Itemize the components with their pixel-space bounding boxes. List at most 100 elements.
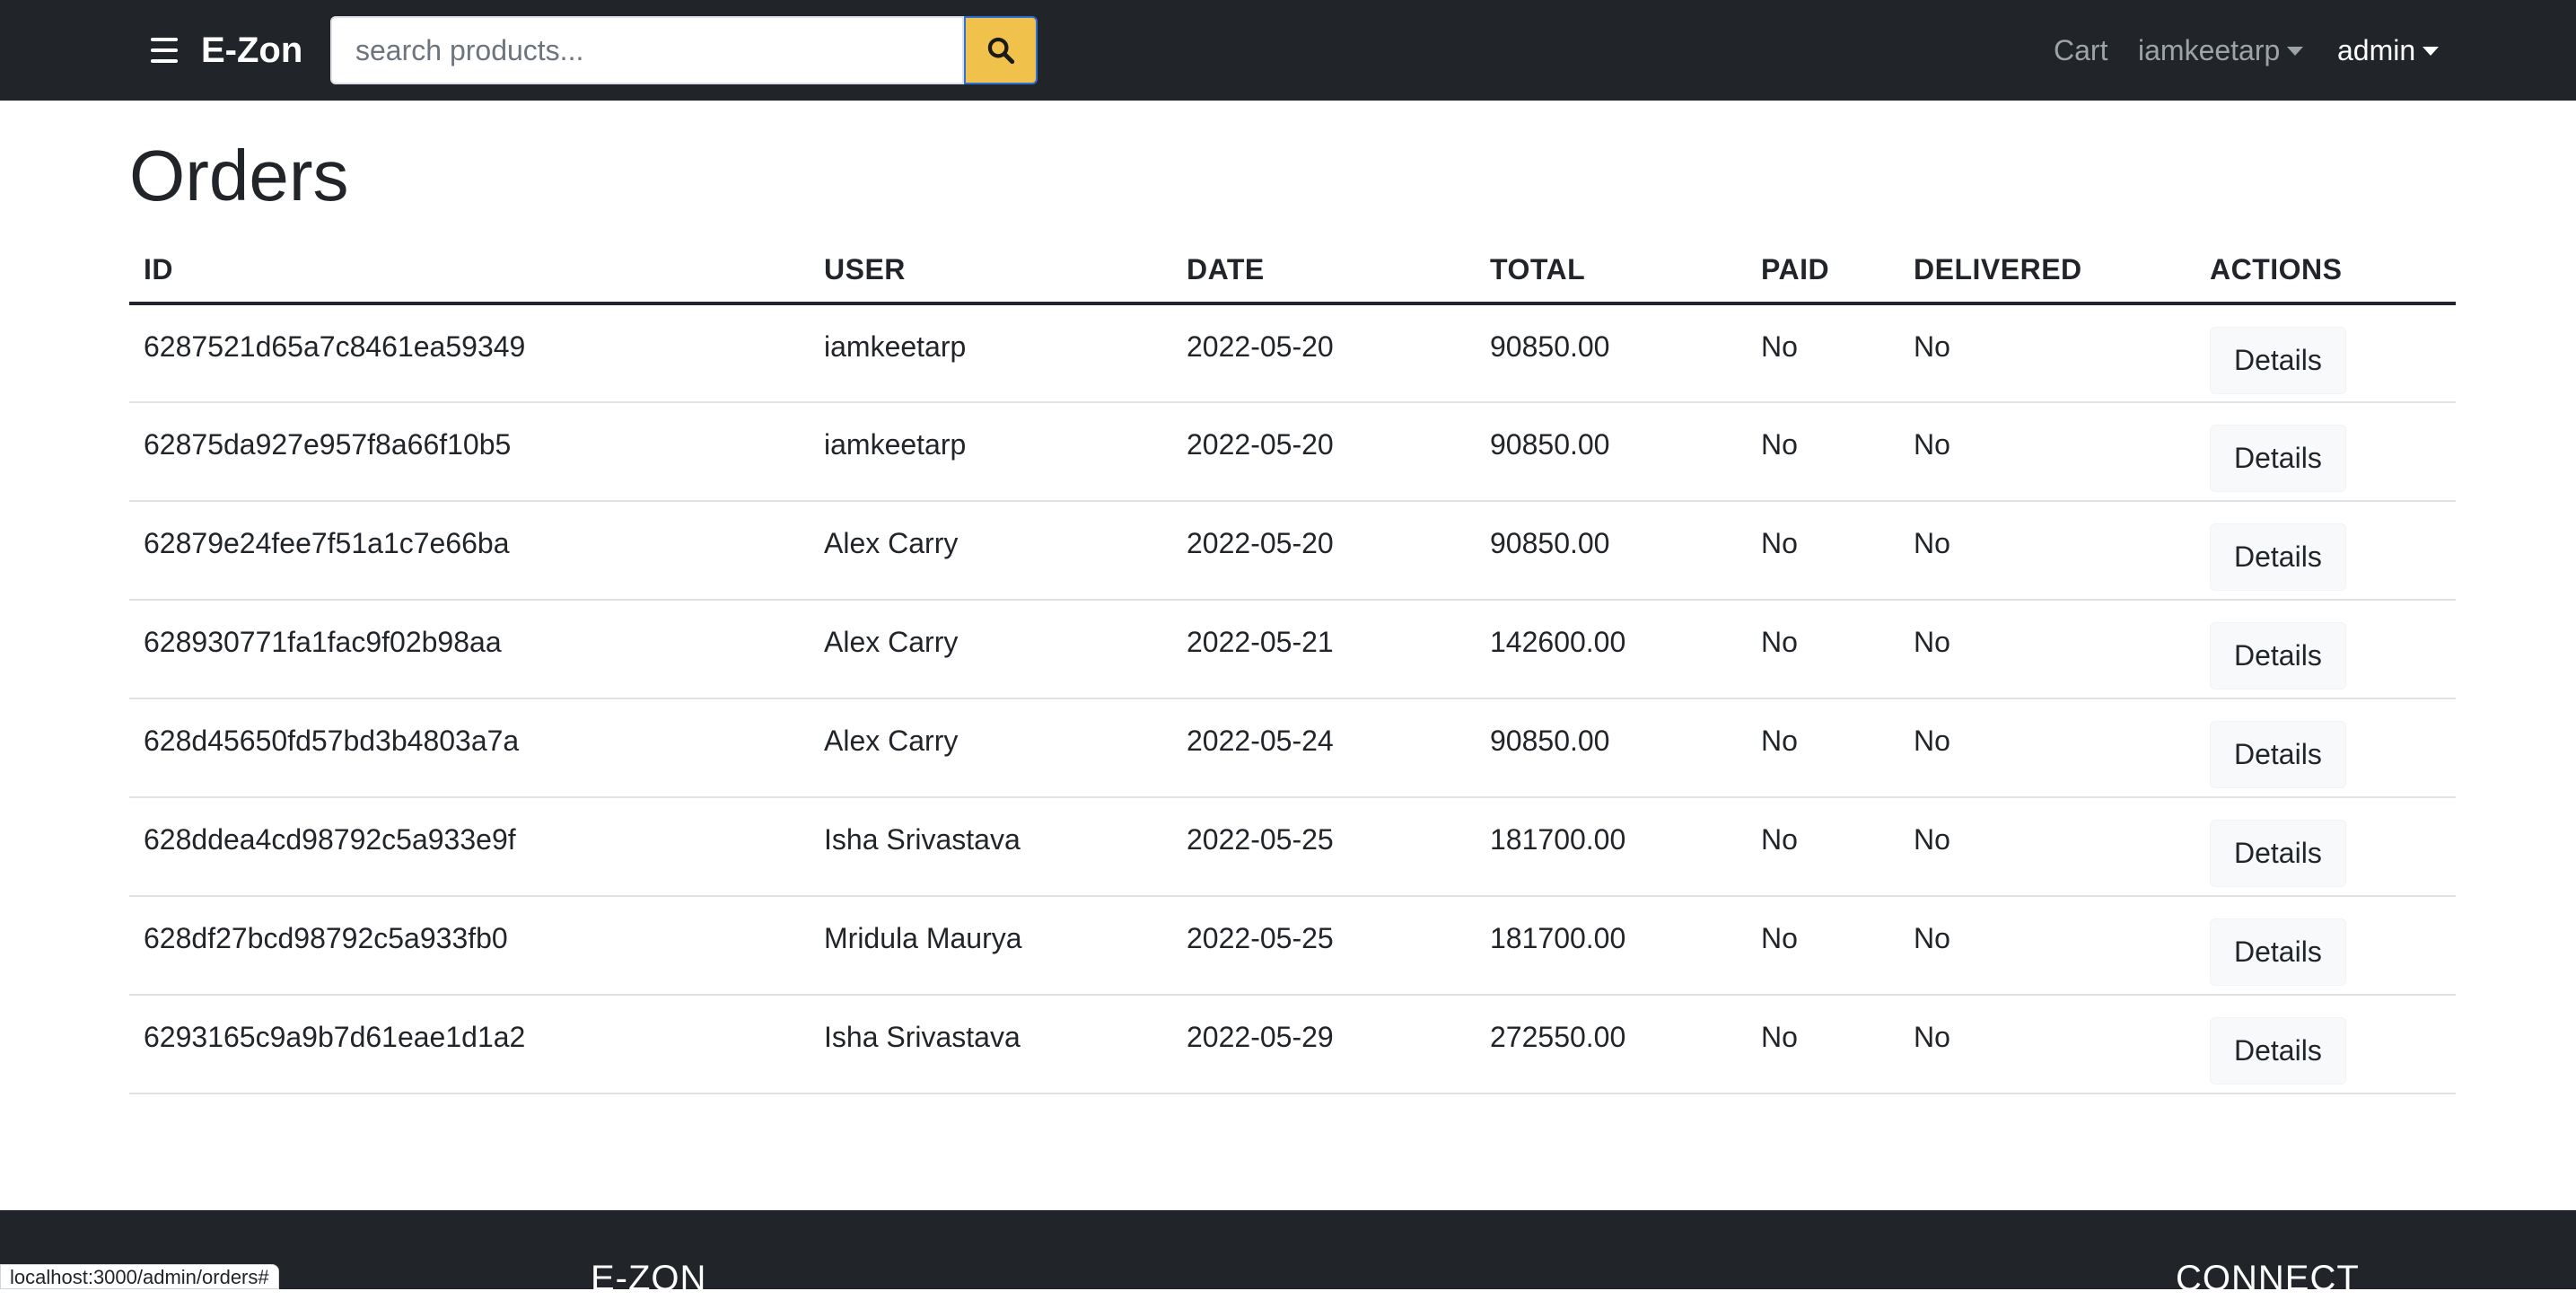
order-total: 272550.00 <box>1476 995 1747 1094</box>
order-actions: Details <box>2195 797 2456 896</box>
order-id: 6287521d65a7c8461ea59349 <box>129 303 810 402</box>
caret-down-icon <box>2287 47 2303 56</box>
order-actions: Details <box>2195 501 2456 600</box>
order-total: 90850.00 <box>1476 303 1747 402</box>
details-button[interactable]: Details <box>2210 622 2346 690</box>
table-row: 6293165c9a9b7d61eae1d1a2 Isha Srivastava… <box>129 995 2456 1094</box>
order-id: 628930771fa1fac9f02b98aa <box>129 600 810 698</box>
order-date: 2022-05-20 <box>1172 402 1476 501</box>
user-dropdown-label: iamkeetarp <box>2138 34 2280 66</box>
column-header-total: TOTAL <box>1476 237 1747 303</box>
details-button[interactable]: Details <box>2210 820 2346 887</box>
order-date: 2022-05-24 <box>1172 698 1476 797</box>
order-delivered: No <box>1899 698 2195 797</box>
user-dropdown[interactable]: iamkeetarp <box>2138 27 2303 74</box>
order-delivered: No <box>1899 600 2195 698</box>
search-input[interactable] <box>330 16 964 84</box>
table-row: 6287521d65a7c8461ea59349 iamkeetarp 2022… <box>129 303 2456 402</box>
order-id: 628d45650fd57bd3b4803a7a <box>129 698 810 797</box>
column-header-delivered: DELIVERED <box>1899 237 2195 303</box>
search-icon <box>986 35 1016 66</box>
order-total: 90850.00 <box>1476 402 1747 501</box>
order-actions: Details <box>2195 995 2456 1094</box>
details-button[interactable]: Details <box>2210 918 2346 986</box>
order-delivered: No <box>1899 995 2195 1094</box>
order-actions: Details <box>2195 698 2456 797</box>
order-id: 6293165c9a9b7d61eae1d1a2 <box>129 995 810 1094</box>
table-row: 628ddea4cd98792c5a933e9f Isha Srivastava… <box>129 797 2456 896</box>
order-delivered: No <box>1899 303 2195 402</box>
order-paid: No <box>1747 698 1899 797</box>
order-user: Isha Srivastava <box>810 797 1172 896</box>
order-user: iamkeetarp <box>810 303 1172 402</box>
table-row: 628930771fa1fac9f02b98aa Alex Carry 2022… <box>129 600 2456 698</box>
orders-table-container: ID USER DATE TOTAL PAID DELIVERED ACTION… <box>129 237 2456 1094</box>
order-user: iamkeetarp <box>810 402 1172 501</box>
order-delivered: No <box>1899 896 2195 995</box>
search-button[interactable] <box>964 16 1038 84</box>
order-user: Alex Carry <box>810 698 1172 797</box>
order-delivered: No <box>1899 501 2195 600</box>
table-row: 628df27bcd98792c5a933fb0 Mridula Maurya … <box>129 896 2456 995</box>
order-actions: Details <box>2195 896 2456 995</box>
table-row: 628d45650fd57bd3b4803a7a Alex Carry 2022… <box>129 698 2456 797</box>
order-date: 2022-05-29 <box>1172 995 1476 1094</box>
order-total: 181700.00 <box>1476 797 1747 896</box>
column-header-paid: PAID <box>1747 237 1899 303</box>
order-id: 628ddea4cd98792c5a933e9f <box>129 797 810 896</box>
details-button[interactable]: Details <box>2210 721 2346 788</box>
order-id: 628df27bcd98792c5a933fb0 <box>129 896 810 995</box>
order-id: 62879e24fee7f51a1c7e66ba <box>129 501 810 600</box>
order-date: 2022-05-25 <box>1172 797 1476 896</box>
order-paid: No <box>1747 797 1899 896</box>
order-total: 142600.00 <box>1476 600 1747 698</box>
footer-connect-heading: CONNECT <box>2176 1257 2360 1300</box>
order-user: Isha Srivastava <box>810 995 1172 1094</box>
order-total: 90850.00 <box>1476 501 1747 600</box>
details-button[interactable]: Details <box>2210 1017 2346 1085</box>
order-user: Mridula Maurya <box>810 896 1172 995</box>
order-paid: No <box>1747 303 1899 402</box>
column-header-actions: ACTIONS <box>2195 237 2456 303</box>
table-row: 62875da927e957f8a66f10b5 iamkeetarp 2022… <box>129 402 2456 501</box>
order-actions: Details <box>2195 402 2456 501</box>
order-id: 62875da927e957f8a66f10b5 <box>129 402 810 501</box>
details-button[interactable]: Details <box>2210 327 2346 394</box>
cart-link[interactable]: Cart <box>2054 27 2107 74</box>
column-header-date: DATE <box>1172 237 1476 303</box>
order-paid: No <box>1747 600 1899 698</box>
page-footer: E-ZON CONNECT <box>0 1210 2576 1289</box>
browser-status-url: localhost:3000/admin/orders# <box>0 1264 279 1289</box>
orders-table: ID USER DATE TOTAL PAID DELIVERED ACTION… <box>129 237 2456 1094</box>
admin-dropdown[interactable]: admin <box>2337 27 2439 74</box>
details-button[interactable]: Details <box>2210 523 2346 591</box>
footer-brand-heading: E-ZON <box>591 1257 706 1300</box>
order-paid: No <box>1747 995 1899 1094</box>
order-delivered: No <box>1899 797 2195 896</box>
order-user: Alex Carry <box>810 600 1172 698</box>
order-total: 90850.00 <box>1476 698 1747 797</box>
admin-dropdown-label: admin <box>2337 34 2415 66</box>
order-total: 181700.00 <box>1476 896 1747 995</box>
order-date: 2022-05-20 <box>1172 501 1476 600</box>
order-paid: No <box>1747 896 1899 995</box>
order-date: 2022-05-21 <box>1172 600 1476 698</box>
order-date: 2022-05-20 <box>1172 303 1476 402</box>
column-header-user: USER <box>810 237 1172 303</box>
table-header-row: ID USER DATE TOTAL PAID DELIVERED ACTION… <box>129 237 2456 303</box>
hamburger-menu-icon[interactable] <box>151 38 178 63</box>
column-header-id: ID <box>129 237 810 303</box>
caret-down-icon <box>2423 47 2439 56</box>
order-actions: Details <box>2195 303 2456 402</box>
order-date: 2022-05-25 <box>1172 896 1476 995</box>
details-button[interactable]: Details <box>2210 425 2346 492</box>
page-title: Orders <box>129 133 349 219</box>
order-delivered: No <box>1899 402 2195 501</box>
order-user: Alex Carry <box>810 501 1172 600</box>
order-actions: Details <box>2195 600 2456 698</box>
order-paid: No <box>1747 501 1899 600</box>
top-navbar: E-Zon Cart iamkeetarp admin <box>0 0 2576 101</box>
order-paid: No <box>1747 402 1899 501</box>
table-row: 62879e24fee7f51a1c7e66ba Alex Carry 2022… <box>129 501 2456 600</box>
brand-logo[interactable]: E-Zon <box>201 27 302 74</box>
